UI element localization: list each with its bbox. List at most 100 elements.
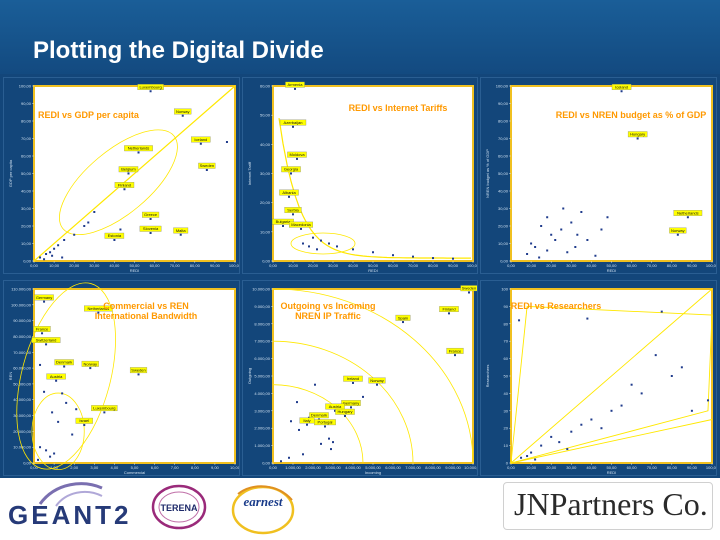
x-tick-label: 8.000,00: [425, 465, 441, 470]
data-point: [594, 254, 597, 257]
x-tick-label: 0,00: [30, 263, 39, 268]
chart-title: International Bandwidth: [95, 311, 198, 321]
x-tick-label: 10,00: [526, 263, 537, 268]
point-label-box: [104, 232, 125, 239]
x-tick-label: 30,00: [89, 263, 100, 268]
x-tick-label: 70,00: [170, 263, 181, 268]
data-point: [53, 247, 56, 250]
y-tick-label: 9.000,00: [254, 304, 270, 309]
y-tick-label: 0,00: [23, 259, 32, 264]
data-point: [149, 218, 152, 220]
data-point: [574, 246, 577, 248]
x-tick-label: 6,00: [151, 465, 160, 470]
point-label: Macedonia: [291, 222, 311, 227]
point-label: Serbia: [287, 208, 299, 213]
point-label: Italy: [303, 418, 310, 423]
point-label: Netherlands: [677, 210, 699, 215]
x-tick-label: 5.000,00: [365, 465, 381, 470]
data-point: [292, 125, 294, 128]
data-point: [51, 254, 54, 257]
data-point: [680, 366, 683, 369]
x-tick-label: 0,00: [507, 263, 516, 268]
x-tick-label: 7,00: [171, 465, 180, 470]
x-tick-label: 10,00: [230, 465, 240, 470]
data-point: [538, 256, 541, 259]
y-tick-label: 70,00: [498, 136, 509, 141]
data-point: [113, 239, 116, 241]
chart-redi-gdp: 0,00 10,00 20,00 30,00 40,00 50,00 60,00 70,00 8…: [8, 84, 239, 274]
chart-redi-tariffs: 0,00 10,00 20,00 30,00 40,00 50,00 60,00 0,00 10…: [247, 81, 477, 273]
x-tick-label: 80,00: [190, 263, 201, 268]
point-label-box: [460, 285, 477, 292]
point-label: Moldova: [289, 152, 305, 157]
y-tick-label: 7.000,00: [254, 339, 270, 344]
data-point: [706, 399, 709, 402]
point-label: Austria: [329, 404, 342, 409]
point-label-box: [33, 326, 51, 332]
point-label-box: [287, 151, 307, 158]
x-axis-label: Incoming: [365, 470, 381, 475]
x-tick-label: 50,00: [368, 263, 379, 268]
y-tick-label: 40,00: [498, 189, 509, 194]
data-point: [534, 458, 537, 461]
data-point: [71, 433, 74, 436]
x-tick-label: 40,00: [586, 263, 597, 268]
point-label-box: [75, 417, 93, 424]
y-tick-label: 10.000,00: [252, 287, 271, 292]
data-point: [45, 253, 48, 255]
y-axis-label: GDP per capita: [8, 159, 13, 187]
y-tick-label: 50: [504, 374, 509, 379]
data-point: [344, 415, 346, 418]
x-tick-label: 0,00: [269, 263, 278, 268]
data-point: [362, 395, 364, 398]
y-tick-label: 20,00: [260, 200, 271, 205]
data-point: [290, 172, 292, 175]
y-tick-label: 100: [501, 287, 508, 292]
x-tick-label: 9,00: [211, 465, 220, 470]
data-point: [590, 418, 593, 421]
point-label-box: [279, 119, 307, 126]
data-point: [296, 157, 298, 160]
data-point: [550, 233, 553, 236]
trend-line: [33, 85, 236, 262]
point-label-box: [34, 294, 54, 301]
point-label-box: [289, 221, 314, 228]
point-label: Netherlands: [88, 306, 110, 311]
point-label: Armenia: [288, 82, 304, 87]
y-tick-label: 70.000,00: [13, 350, 32, 355]
y-axis-label: NREN budget as % of GDP: [485, 149, 490, 198]
data-point: [149, 90, 152, 93]
cluster-ellipse: [16, 282, 116, 470]
data-point: [550, 435, 553, 438]
data-point: [300, 227, 302, 230]
data-point: [558, 441, 561, 444]
y-tick-label: 70: [504, 339, 509, 344]
data-point: [137, 373, 140, 376]
x-tick-label: 20,00: [546, 465, 557, 470]
point-label-box: [46, 373, 66, 380]
data-point: [288, 456, 290, 459]
panel-commercial-ren: 0,00 10.000,00 20.000,00 30.000,00 40.000,00…: [3, 280, 240, 476]
data-point: [61, 392, 64, 395]
data-point: [620, 404, 623, 407]
point-label-box: [174, 108, 192, 115]
data-point: [225, 141, 228, 143]
trend-arc: [272, 340, 414, 464]
slide-title: Plotting the Digital Divide: [33, 37, 324, 64]
cluster-ellipse: [59, 129, 178, 236]
x-tick-label: 4.000,00: [345, 465, 361, 470]
cluster-ellipse: [290, 232, 356, 255]
point-label-box: [281, 166, 301, 173]
y-tick-label: 10: [504, 443, 509, 448]
company-logo: JNPartners Co.: [514, 486, 708, 522]
data-point: [392, 254, 394, 257]
y-tick-label: 50.000,00: [13, 381, 32, 386]
y-axis-label: Outgoing: [247, 368, 252, 384]
panel-redi-tariffs: 0,00 10,00 20,00 30,00 40,00 50,00 60,00 0,00 10…: [242, 77, 478, 274]
point-label-box: [335, 408, 355, 415]
x-axis-label: REDI: [130, 268, 140, 273]
point-label: Bulgaria: [276, 219, 291, 224]
x-tick-label: 0,00: [30, 465, 39, 470]
point-label: Ireland: [347, 376, 359, 381]
chart-redi-researchers: 0 10 20 30 40 50 60 70 80 90 100 0,00 10,00 20,00 30,0…: [485, 287, 716, 476]
